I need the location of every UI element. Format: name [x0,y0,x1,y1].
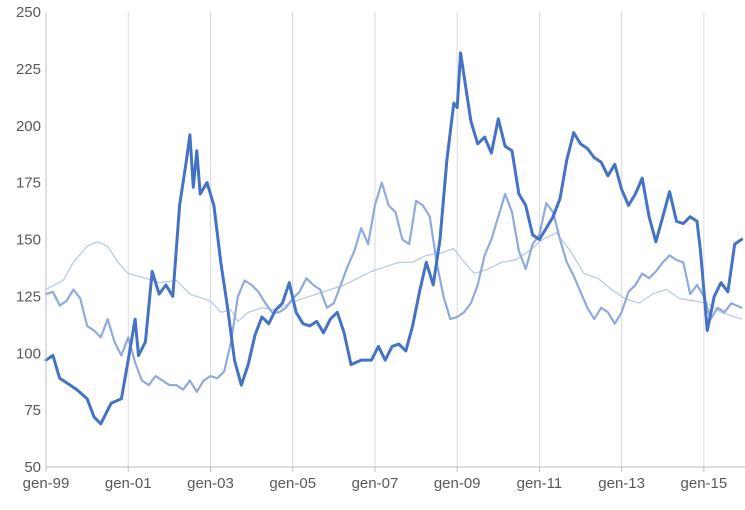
x-tick-label: gen-15 [681,475,728,492]
y-tick-label: 50 [24,459,41,476]
y-tick-label: 225 [16,61,41,78]
series-line-2 [44,181,743,393]
x-tick-label: gen-13 [598,475,645,492]
x-tick-label: gen-07 [352,475,399,492]
axes: gen-99 gen-01 gen-03 gen-05 gen-07 gen-09 gen-… [16,4,745,492]
y-tick-label: 250 [16,4,41,21]
x-tick-label: gen-05 [269,475,316,492]
y-tick-label: 75 [24,402,41,419]
grid [127,12,705,467]
x-tick-label: gen-99 [23,475,70,492]
x-tick-label: gen-09 [434,475,481,492]
y-tick-label: 175 [16,175,41,192]
x-tick-label: gen-03 [187,475,234,492]
x-tick-label: gen-11 [517,475,563,492]
series-line-1 [44,51,744,426]
series-layer [44,51,744,426]
x-tick-label: gen-01 [105,475,152,492]
y-tick-label: 100 [16,345,41,362]
y-tick-label: 125 [16,288,41,305]
y-tick-label: 200 [16,118,41,135]
y-tick-label: 150 [16,232,41,249]
